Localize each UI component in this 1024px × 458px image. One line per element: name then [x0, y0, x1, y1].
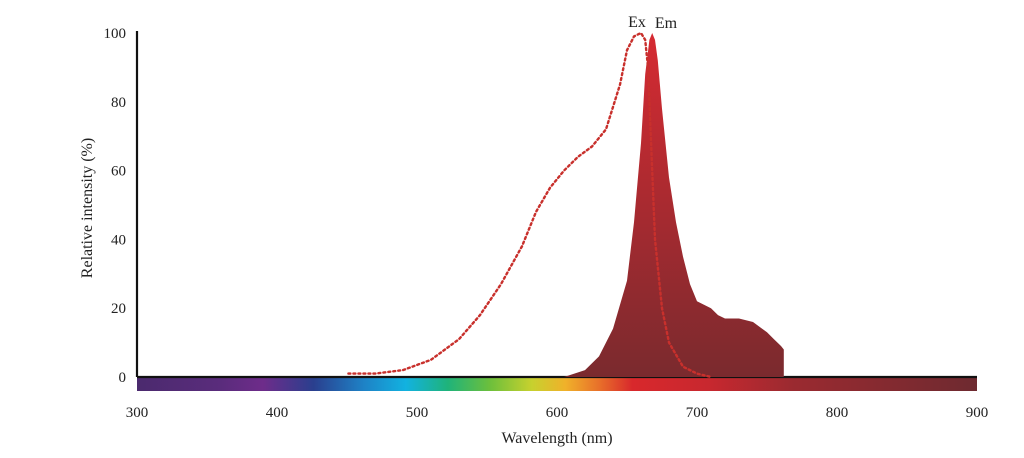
y-tick-label: 80 — [111, 95, 126, 111]
x-tick-label: 300 — [126, 405, 149, 421]
x-tick-label: 400 — [266, 405, 289, 421]
excitation-label: Ex — [628, 14, 646, 31]
series-layer — [347, 31, 784, 379]
emission-area — [564, 33, 784, 377]
x-axis-title: Wavelength (nm) — [501, 430, 612, 447]
x-tick-label: 900 — [966, 405, 989, 421]
axes-layer — [135, 31, 977, 391]
x-tick-label: 500 — [406, 405, 429, 421]
y-tick-label: 100 — [104, 26, 127, 42]
x-tick-label: 600 — [546, 405, 569, 421]
emission-label: Em — [655, 15, 678, 32]
label-layer: 0 20 40 60 80 100 300 400 500 600 700 800 900 Wavelen… — [79, 14, 988, 447]
y-tick-label: 40 — [111, 232, 126, 248]
y-tick-label: 0 — [119, 370, 127, 386]
y-tick-label: 20 — [111, 301, 126, 317]
y-tick-label: 60 — [111, 164, 126, 180]
spectrum-color-bar — [137, 377, 977, 391]
y-axis-title: Relative intensity (%) — [79, 138, 96, 278]
excitation-line — [347, 31, 713, 379]
x-tick-label: 800 — [826, 405, 849, 421]
x-tick-label: 700 — [686, 405, 709, 421]
